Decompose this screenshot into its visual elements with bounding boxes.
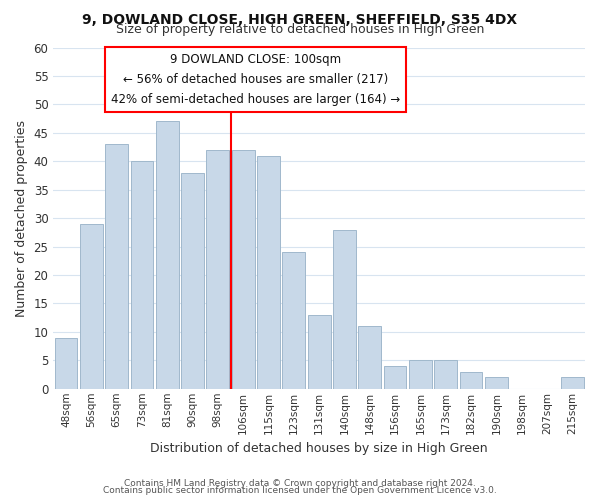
Bar: [485, 378, 508, 389]
Bar: [333, 230, 356, 389]
Bar: [131, 162, 154, 389]
Bar: [561, 378, 584, 389]
Bar: [283, 252, 305, 389]
Bar: [308, 315, 331, 389]
Bar: [181, 172, 204, 389]
X-axis label: Distribution of detached houses by size in High Green: Distribution of detached houses by size …: [151, 442, 488, 455]
Bar: [358, 326, 381, 389]
Y-axis label: Number of detached properties: Number of detached properties: [15, 120, 28, 316]
Bar: [434, 360, 457, 389]
Bar: [55, 338, 77, 389]
Text: 9, DOWLAND CLOSE, HIGH GREEN, SHEFFIELD, S35 4DX: 9, DOWLAND CLOSE, HIGH GREEN, SHEFFIELD,…: [82, 12, 518, 26]
Bar: [409, 360, 432, 389]
Text: Size of property relative to detached houses in High Green: Size of property relative to detached ho…: [116, 22, 484, 36]
Bar: [156, 122, 179, 389]
Bar: [232, 150, 254, 389]
Bar: [206, 150, 229, 389]
Text: Contains HM Land Registry data © Crown copyright and database right 2024.: Contains HM Land Registry data © Crown c…: [124, 478, 476, 488]
Bar: [460, 372, 482, 389]
Bar: [384, 366, 406, 389]
Text: 9 DOWLAND CLOSE: 100sqm
← 56% of detached houses are smaller (217)
42% of semi-d: 9 DOWLAND CLOSE: 100sqm ← 56% of detache…: [111, 52, 400, 106]
Bar: [80, 224, 103, 389]
Bar: [257, 156, 280, 389]
Bar: [105, 144, 128, 389]
Text: Contains public sector information licensed under the Open Government Licence v3: Contains public sector information licen…: [103, 486, 497, 495]
